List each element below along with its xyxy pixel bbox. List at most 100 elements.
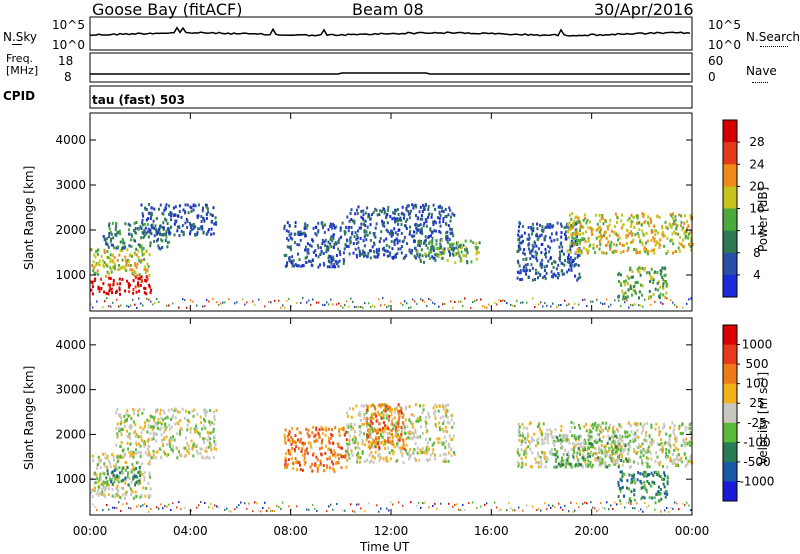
data-cell: [378, 298, 380, 301]
data-cell: [146, 297, 148, 300]
data-cell: [663, 234, 666, 238]
data-cell: [171, 416, 174, 420]
data-cell: [332, 222, 335, 226]
data-cell: [301, 468, 304, 472]
data-cell: [630, 213, 633, 217]
data-cell: [111, 453, 114, 457]
data-cell: [196, 216, 199, 220]
data-cell: [394, 434, 397, 438]
data-cell: [430, 215, 433, 219]
data-cell: [529, 421, 532, 425]
data-cell: [620, 226, 623, 230]
data-cell: [205, 216, 208, 220]
data-cell: [584, 458, 587, 461]
data-cell: [120, 431, 123, 435]
data-cell: [666, 226, 669, 230]
data-cell: [437, 409, 440, 413]
data-cell: [612, 431, 615, 435]
data-cell: [347, 453, 350, 457]
data-cell: [534, 250, 537, 254]
data-cell: [563, 263, 566, 267]
data-cell: [159, 428, 162, 432]
data-cell: [347, 455, 350, 458]
data-cell: [638, 221, 641, 225]
y-tick-label: 2000: [55, 427, 86, 441]
data-cell: [575, 463, 577, 467]
data-cell: [186, 423, 189, 427]
data-cell: [607, 449, 610, 453]
data-cell: [210, 448, 213, 452]
data-cell: [134, 448, 137, 452]
data-cell: [114, 506, 116, 509]
data-cell: [137, 442, 140, 446]
data-cell: [645, 248, 648, 251]
data-cell: [417, 216, 419, 220]
data-cell: [373, 250, 376, 254]
data-cell: [433, 413, 436, 417]
data-cell: [106, 472, 109, 476]
data-cell: [391, 449, 394, 453]
data-cell: [411, 431, 414, 435]
data-cell: [401, 415, 404, 419]
data-cell: [204, 449, 207, 453]
data-cell: [395, 209, 398, 213]
data-cell: [530, 263, 533, 267]
data-cell: [517, 434, 520, 438]
data-cell: [579, 463, 582, 467]
data-cell: [314, 232, 317, 236]
data-cell: [393, 416, 396, 420]
data-cell: [690, 297, 692, 300]
data-cell: [521, 440, 523, 443]
data-cell: [529, 257, 532, 261]
data-cell: [527, 432, 529, 436]
data-cell: [357, 229, 359, 233]
data-cell: [537, 454, 540, 458]
data-cell: [425, 244, 428, 247]
data-cell: [121, 455, 124, 459]
data-cell: [117, 245, 120, 249]
data-cell: [212, 410, 215, 414]
data-cell: [665, 432, 668, 436]
data-cell: [574, 236, 577, 240]
data-cell: [156, 408, 159, 412]
data-cell: [307, 428, 310, 432]
data-cell: [366, 408, 369, 412]
data-cell: [321, 221, 324, 225]
data-cell: [134, 271, 137, 274]
data-cell: [405, 443, 408, 447]
data-cell: [402, 304, 404, 307]
data-cell: [157, 417, 160, 421]
data-cell: [484, 306, 486, 309]
data-cell: [144, 451, 147, 455]
data-cell: [137, 249, 140, 253]
data-cell: [567, 456, 569, 460]
data-cell: [390, 240, 393, 244]
data-cell: [262, 507, 264, 509]
data-cell: [414, 203, 417, 207]
data-cell: [391, 423, 394, 426]
data-cell: [526, 268, 529, 272]
data-cell: [525, 441, 527, 444]
data-cell: [644, 474, 647, 478]
data-cell: [544, 502, 546, 505]
data-cell: [604, 507, 606, 510]
data-cell: [650, 239, 653, 242]
data-cell: [669, 239, 672, 243]
data-cell: [382, 416, 385, 420]
data-cell: [680, 243, 683, 247]
data-cell: [658, 296, 661, 300]
data-cell: [425, 421, 428, 425]
data-cell: [334, 265, 337, 269]
data-cell: [657, 231, 659, 235]
data-cell: [100, 254, 103, 258]
data-cell: [391, 256, 394, 260]
data-cell: [115, 225, 118, 229]
data-cell: [354, 437, 357, 440]
data-cell: [582, 456, 584, 460]
data-cell: [333, 243, 336, 246]
data-cell: [573, 451, 576, 455]
data-cell: [626, 249, 629, 252]
data-cell: [180, 229, 183, 233]
data-cell: [592, 506, 594, 509]
data-cell: [562, 463, 565, 467]
